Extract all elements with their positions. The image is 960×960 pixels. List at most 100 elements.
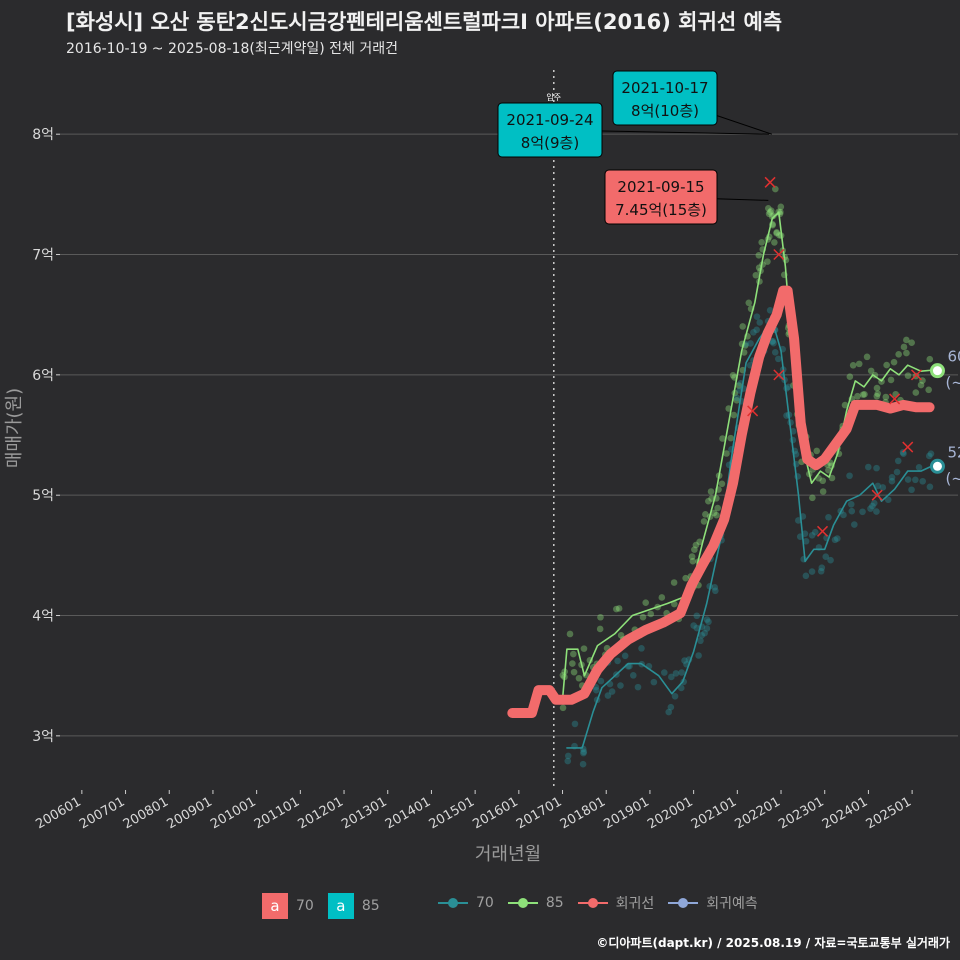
transaction-dot: [713, 511, 720, 519]
cancelled-mark: [871, 489, 883, 501]
series-line-0: [561, 211, 935, 701]
transaction-dot: [691, 546, 698, 553]
transaction-dot: [579, 760, 587, 768]
transaction-dot: [597, 677, 605, 685]
x-tick-label: 200801: [121, 794, 171, 832]
transaction-dot: [569, 660, 576, 667]
transaction-dot: [707, 488, 715, 495]
transaction-dot: [774, 355, 782, 363]
transaction-dot: [873, 464, 880, 472]
legend-lines: 70 85 회귀선 회귀예측: [438, 893, 772, 913]
transaction-dot: [752, 271, 760, 279]
x-tick-label: 202001: [645, 794, 695, 832]
transaction-dot: [718, 480, 726, 488]
transaction-dot: [827, 556, 834, 564]
transaction-dot: [667, 703, 675, 711]
transaction-dot: [808, 568, 816, 575]
x-axis-label: 거래년월: [475, 844, 541, 865]
occupancy-marker: 입주: [546, 70, 561, 790]
transaction-dot: [822, 553, 830, 561]
grid-lines: [60, 133, 958, 737]
transaction-dot: [570, 668, 578, 676]
y-tick-label: 8억: [32, 127, 54, 143]
transaction-dot: [764, 258, 771, 265]
transaction-dot: [870, 499, 878, 507]
x-tick-label: 200701: [77, 794, 127, 832]
transaction-dot: [723, 450, 730, 457]
series-lines: [507, 211, 935, 749]
x-axis-ticks: 2006012007012008012009012010012011012012…: [33, 790, 914, 832]
x-tick-label: 200901: [164, 794, 214, 832]
x-tick-label: 201701: [514, 794, 564, 832]
legend-regression: 회귀선: [615, 896, 655, 912]
transaction-dot: [629, 672, 637, 679]
transaction-dot: [888, 473, 896, 481]
legend-forecast: 회귀예측: [706, 896, 758, 912]
legend-line-70-icon: [438, 898, 468, 908]
legend-label-70: 70: [296, 898, 314, 914]
transaction-dot: [634, 683, 642, 691]
transaction-dot: [904, 372, 912, 379]
occupancy-label: 입주: [546, 93, 561, 102]
transaction-dot: [682, 574, 689, 582]
credit-text: ©디아파트(dapt.kr) / 2025.08.19 / 자료=국토교통부 실…: [596, 936, 950, 950]
callout-price: 8억(10층): [631, 102, 699, 120]
transaction-dot: [854, 392, 861, 400]
transaction-dot: [859, 391, 867, 398]
transaction-dot: [670, 600, 678, 608]
transaction-dot: [900, 450, 907, 457]
transaction-dot: [758, 238, 765, 246]
transaction-dot: [811, 528, 819, 536]
transaction-dot: [692, 541, 700, 549]
transaction-dot: [861, 390, 868, 398]
transaction-dot: [564, 757, 572, 765]
transaction-dot: [828, 474, 836, 482]
x-tick-label: 201001: [208, 794, 258, 832]
transaction-dot: [879, 484, 887, 491]
callout-box: [497, 102, 603, 158]
transaction-dot: [700, 518, 708, 525]
transaction-dot: [825, 466, 832, 474]
transaction-dot: [693, 612, 701, 620]
transaction-dot: [869, 502, 876, 510]
transaction-dot: [678, 669, 685, 676]
legend-forecast-icon: [668, 898, 699, 908]
cancelled-mark: [773, 248, 785, 261]
callout-date: 2021-09-24: [506, 111, 593, 129]
y-tick-label: 3억: [32, 729, 54, 745]
transaction-dot: [702, 511, 709, 518]
x-tick-label: 202401: [820, 794, 870, 832]
legend-line-85: 85: [545, 895, 564, 911]
transaction-dot: [614, 657, 621, 665]
transaction-dot: [719, 435, 726, 442]
x-tick-label: 202501: [864, 794, 914, 832]
transaction-dot: [926, 483, 934, 491]
transaction-dot: [697, 637, 704, 645]
transaction-dot: [777, 203, 785, 211]
transaction-dot: [912, 389, 920, 396]
transaction-dot: [884, 496, 892, 504]
end-point-85: [929, 363, 945, 379]
transaction-dot: [638, 645, 645, 652]
transaction-dot: [817, 567, 825, 575]
transaction-dot: [773, 228, 781, 236]
transaction-dot: [771, 239, 778, 246]
transaction-dot: [745, 299, 753, 307]
x-tick-label: 201601: [470, 794, 520, 832]
transaction-dot: [597, 613, 604, 621]
callouts: 2021-09-24 8억(9층) 2021-10-17 8억(10층) 2021-09…: [497, 70, 773, 225]
y-tick-label: 7억: [32, 248, 54, 264]
transaction-dot: [900, 343, 908, 351]
x-tick-label: 202301: [776, 794, 826, 832]
transaction-dot: [705, 497, 712, 505]
transaction-dot: [908, 339, 915, 347]
transaction-points: [559, 185, 935, 768]
transaction-dot: [769, 337, 777, 345]
transaction-dot: [851, 521, 858, 528]
transaction-dot: [855, 360, 863, 368]
transaction-dot: [698, 631, 706, 639]
y-axis-label: 매매가(원): [4, 388, 25, 468]
legend-line-85-icon: [507, 898, 538, 908]
transaction-dot: [867, 505, 874, 512]
transaction-dot: [882, 393, 890, 401]
